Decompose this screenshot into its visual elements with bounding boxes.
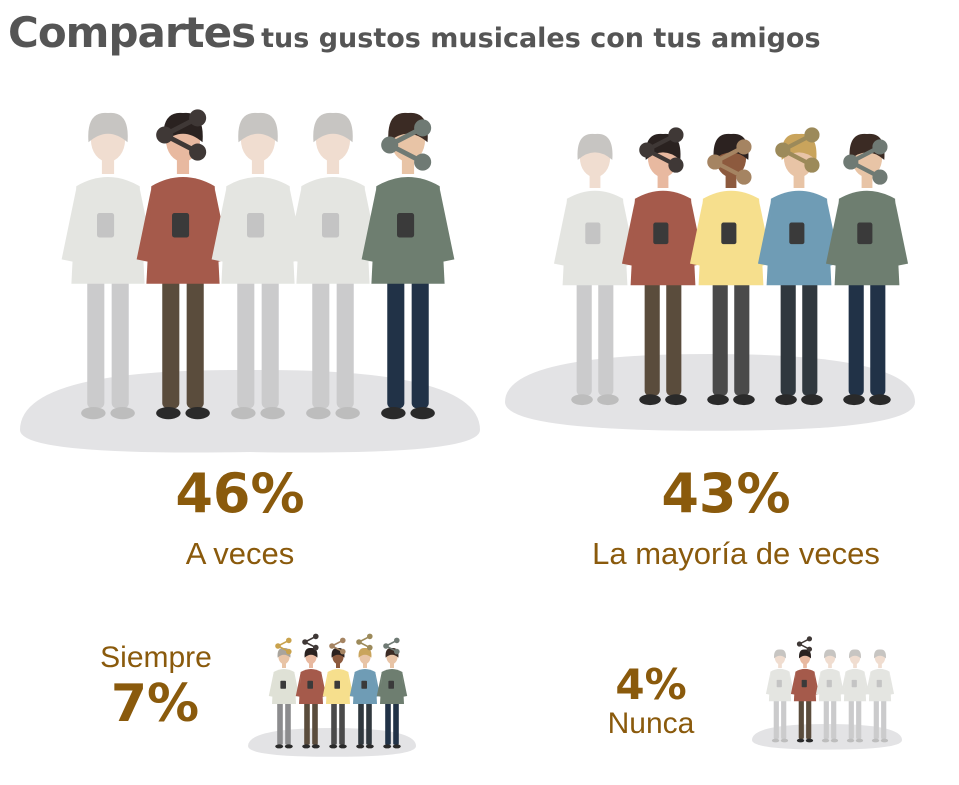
person-icon [757,133,841,406]
share-icon [356,633,373,651]
share-icon [275,637,292,655]
person-icon [689,133,773,406]
people-illustration-la-mayoria [505,127,915,431]
share-icon [843,139,888,185]
person-icon [376,647,408,749]
label-la-mayoria: La mayoría de veces [592,536,880,571]
person-icon [322,647,354,749]
title-main: Compartes [8,8,256,57]
person-icon [361,112,455,420]
label-siempre: Siempre [100,641,212,674]
share-icon [383,637,400,655]
person-icon [211,112,305,420]
share-icon [302,633,319,651]
percent-la-mayoria: 43% [661,462,791,525]
person-icon [765,649,795,743]
share-icon [639,127,684,173]
share-icon [381,119,432,171]
share-icon [329,637,346,655]
person-icon [268,647,300,749]
percent-siempre: 7% [110,674,200,734]
share-icon [707,139,752,185]
people-illustration-a-veces [20,109,480,453]
person-icon [295,647,327,749]
person-icon [61,112,155,420]
label-nunca: Nunca [607,707,695,740]
percent-nunca: 4% [615,660,687,709]
people-illustration-nunca [752,636,902,750]
person-icon [286,112,380,420]
page-title: Compartes tus gustos musicales con tus am… [8,8,821,57]
person-icon [815,649,845,743]
label-a-veces: A veces [185,536,295,571]
percent-a-veces: 46% [175,462,305,525]
people-illustration-siempre [248,633,416,757]
person-icon [790,649,820,743]
title-rest: tus gustos musicales con tus amigos [261,23,821,54]
person-icon [349,647,381,749]
share-icon [796,636,813,652]
share-icon [775,127,820,173]
person-icon [865,649,895,743]
share-icon [156,109,207,161]
